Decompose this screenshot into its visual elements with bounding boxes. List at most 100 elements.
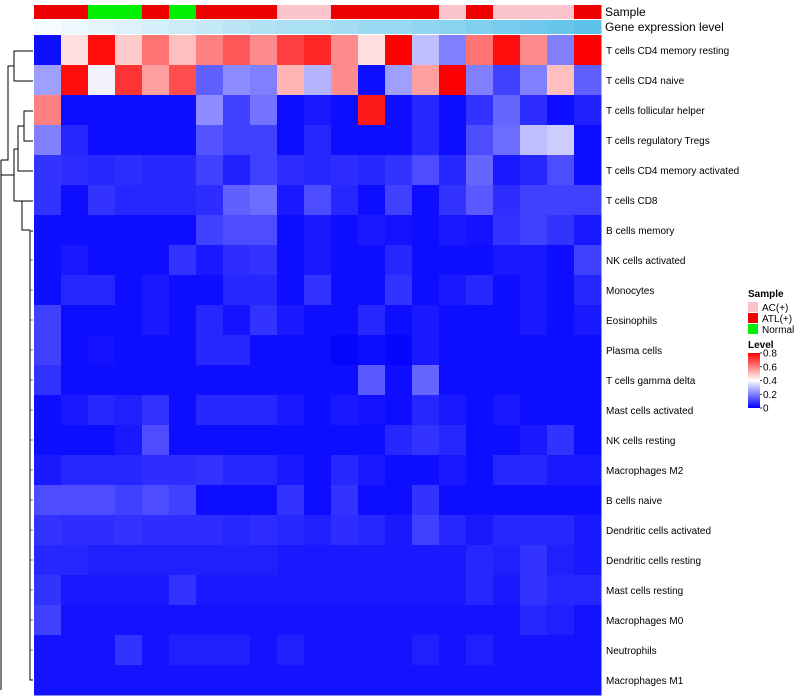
heatmap-cell — [547, 635, 575, 666]
heatmap-cell — [358, 35, 386, 66]
heatmap-cell — [34, 665, 62, 696]
heatmap-cell — [331, 635, 359, 666]
heatmap-cell — [466, 305, 494, 336]
heatmap-cell — [466, 95, 494, 126]
heatmap-cell — [142, 185, 170, 216]
heatmap-cell — [574, 455, 602, 486]
heatmap-cell — [34, 125, 62, 156]
heatmap-cell — [439, 545, 467, 576]
heatmap-cell — [223, 545, 251, 576]
heatmap-cell — [304, 155, 332, 186]
heatmap-cell — [88, 275, 116, 306]
heatmap-cell — [169, 545, 197, 576]
heatmap-cell — [574, 665, 602, 696]
heatmap-cell — [358, 665, 386, 696]
heatmap-cell — [88, 545, 116, 576]
heatmap-cell — [61, 515, 89, 546]
gene-expression-cell — [142, 20, 170, 34]
heatmap-cell — [358, 125, 386, 156]
heatmap-cell — [493, 575, 521, 606]
heatmap-cell — [61, 185, 89, 216]
heatmap-cell — [385, 185, 413, 216]
heatmap-cell — [574, 365, 602, 396]
legend-swatch — [748, 324, 758, 334]
heatmap-cell — [142, 125, 170, 156]
heatmap-cell — [61, 545, 89, 576]
heatmap-cell — [331, 35, 359, 66]
heatmap-cell — [520, 65, 548, 96]
heatmap-cell — [412, 305, 440, 336]
heatmap-cell — [169, 125, 197, 156]
heatmap-cell — [547, 545, 575, 576]
heatmap-cell — [520, 665, 548, 696]
sample-annotation-cell — [466, 5, 494, 19]
heatmap-cell — [142, 575, 170, 606]
heatmap-cell — [547, 665, 575, 696]
row-label: Macrophages M1 — [606, 676, 684, 687]
heatmap-cell — [385, 635, 413, 666]
heatmap-cell — [142, 515, 170, 546]
heatmap-cell — [196, 335, 224, 366]
heatmap-cell — [466, 245, 494, 276]
heatmap-cell — [223, 665, 251, 696]
heatmap-cell — [250, 215, 278, 246]
heatmap-cell — [466, 455, 494, 486]
heatmap-cell — [196, 275, 224, 306]
heatmap-cell — [250, 605, 278, 636]
heatmap-cell — [493, 365, 521, 396]
heatmap-cell — [277, 425, 305, 456]
heatmap-cell — [277, 395, 305, 426]
heatmap-cell — [277, 635, 305, 666]
heatmap-cell — [574, 95, 602, 126]
heatmap-cell — [34, 605, 62, 636]
heatmap-cell — [196, 605, 224, 636]
heatmap-cell — [88, 305, 116, 336]
gene-expression-cell — [439, 20, 467, 34]
heatmap-cell — [169, 245, 197, 276]
heatmap-cell — [304, 575, 332, 606]
heatmap-cell — [466, 515, 494, 546]
heatmap-cell — [142, 215, 170, 246]
heatmap-cell — [223, 515, 251, 546]
heatmap-cell — [142, 635, 170, 666]
heatmap-cell — [385, 575, 413, 606]
sample-annotation-cell — [88, 5, 116, 19]
heatmap-cell — [412, 455, 440, 486]
heatmap-cell — [223, 395, 251, 426]
heatmap-cell — [439, 395, 467, 426]
heatmap-cell — [466, 215, 494, 246]
heatmap-cell — [223, 335, 251, 366]
heatmap-cell — [304, 215, 332, 246]
heatmap-cell — [61, 95, 89, 126]
heatmap-cell — [304, 515, 332, 546]
heatmap-cell — [115, 575, 143, 606]
sample-annotation-cell — [196, 5, 224, 19]
row-label: B cells naive — [606, 496, 663, 507]
heatmap-cell — [223, 155, 251, 186]
heatmap-cell — [304, 35, 332, 66]
heatmap-cell — [61, 455, 89, 486]
heatmap-cell — [358, 635, 386, 666]
heatmap-cell — [412, 545, 440, 576]
heatmap-cell — [385, 395, 413, 426]
sample-annotation-cell — [223, 5, 251, 19]
heatmap-cell — [277, 275, 305, 306]
heatmap-cell — [385, 605, 413, 636]
heatmap-cell — [358, 395, 386, 426]
heatmap-cell — [466, 545, 494, 576]
heatmap-cell — [169, 665, 197, 696]
heatmap-cell — [169, 425, 197, 456]
heatmap-cell — [34, 155, 62, 186]
heatmap-cell — [223, 455, 251, 486]
heatmap-cell — [547, 575, 575, 606]
heatmap-cell — [574, 335, 602, 366]
heatmap-cell — [520, 275, 548, 306]
heatmap-cell — [412, 365, 440, 396]
gene-expression-cell — [88, 20, 116, 34]
heatmap-cell — [439, 515, 467, 546]
heatmap-cell — [547, 395, 575, 426]
heatmap-cell — [34, 275, 62, 306]
heatmap-cell — [439, 335, 467, 366]
heatmap-cell — [520, 455, 548, 486]
